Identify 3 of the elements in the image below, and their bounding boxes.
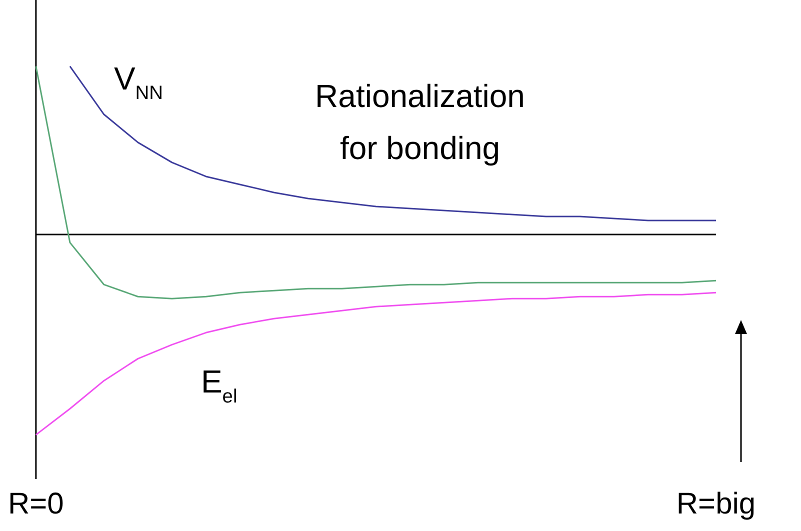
x-tick-label: R=0 xyxy=(8,487,64,520)
x-tick-label: R=big xyxy=(676,487,756,520)
text: Rationalization for bonding xyxy=(314,77,526,168)
